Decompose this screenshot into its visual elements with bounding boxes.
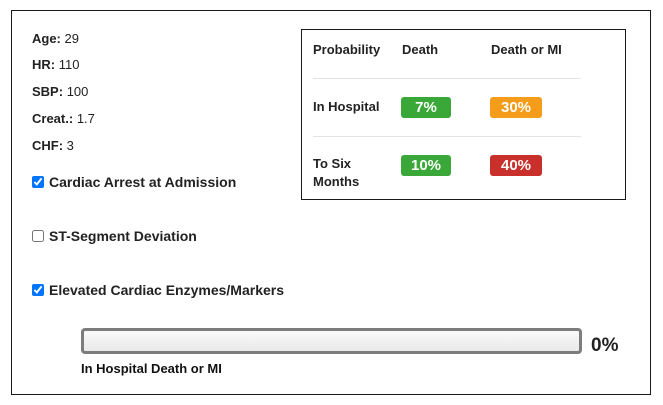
risk-progress-percent: 0% <box>591 335 619 356</box>
stat-creatinine: Creat.: 1.7 <box>32 111 95 126</box>
stat-hr-label: HR: <box>32 57 56 72</box>
row-divider <box>313 78 581 79</box>
stat-chf-value: 3 <box>66 138 74 153</box>
stat-creatinine-value: 1.7 <box>76 111 95 126</box>
stat-hr-value: 110 <box>58 57 80 72</box>
row-label-in-hospital: In Hospital <box>313 99 380 114</box>
badge-hospital-death-or-mi: 30% <box>490 97 542 118</box>
stat-chf-label: CHF: <box>32 138 64 153</box>
badge-hospital-death: 7% <box>401 97 451 118</box>
st-deviation-option[interactable]: ST-Segment Deviation <box>32 228 197 244</box>
header-death-or-mi: Death or MI <box>491 42 562 57</box>
header-probability: Probability <box>313 42 381 57</box>
row-divider <box>313 136 581 137</box>
st-deviation-checkbox[interactable] <box>32 230 44 242</box>
cardiac-arrest-checkbox[interactable] <box>32 176 44 188</box>
stat-hr: HR: 110 <box>32 57 79 72</box>
stat-age-value: 29 <box>64 31 79 46</box>
header-death: Death <box>402 42 439 57</box>
risk-progress-caption: In Hospital Death or MI <box>81 361 222 376</box>
stat-sbp: SBP: 100 <box>32 84 88 99</box>
badge-six-months-death-or-mi: 40% <box>490 155 542 176</box>
stat-sbp-label: SBP: <box>32 84 64 99</box>
cardiac-enzymes-label: Elevated Cardiac Enzymes/Markers <box>49 282 285 298</box>
cardiac-enzymes-checkbox[interactable] <box>32 284 44 296</box>
stat-sbp-value: 100 <box>66 84 89 99</box>
stat-creatinine-label: Creat.: <box>32 111 74 126</box>
stat-chf: CHF: 3 <box>32 138 74 153</box>
cardiac-arrest-option[interactable]: Cardiac Arrest at Admission <box>32 174 236 190</box>
cardiac-arrest-label: Cardiac Arrest at Admission <box>49 174 237 190</box>
risk-progress-bar <box>81 328 582 354</box>
st-deviation-label: ST-Segment Deviation <box>49 228 197 244</box>
stat-age-label: Age: <box>32 31 61 46</box>
stat-age: Age: 29 <box>32 31 79 46</box>
cardiac-enzymes-option[interactable]: Elevated Cardiac Enzymes/Markers <box>32 282 284 298</box>
row-label-six-months: To Six Months <box>313 156 360 189</box>
badge-six-months-death: 10% <box>401 155 451 176</box>
probability-table: Probability Death Death or MI In Hospita… <box>301 29 626 200</box>
